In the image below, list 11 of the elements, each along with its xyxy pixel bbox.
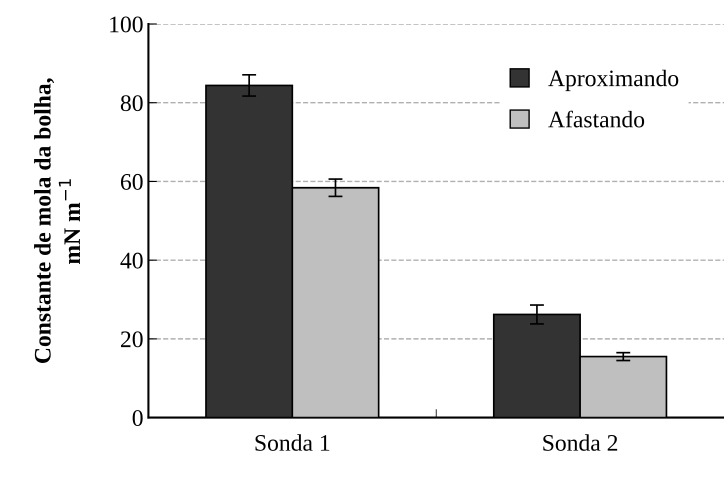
legend-label: Aproximando [548, 70, 678, 92]
y-tick-label: 0 [132, 410, 143, 426]
y-tick-label: 60 [120, 174, 143, 190]
x-tick-label: Sonda 2 [543, 434, 618, 451]
x-tick-label: Sonda 1 [256, 434, 330, 451]
legend-label: Afastando [548, 110, 644, 128]
y-tick-label: 80 [120, 95, 143, 112]
y-tick-label: 40 [120, 252, 143, 269]
y-axis-title: Constante de mola da bolha, mN m$^{−1}$ [34, 78, 80, 363]
y-tick-label: 20 [120, 331, 143, 348]
y-tick-label: 100 [110, 16, 143, 32]
